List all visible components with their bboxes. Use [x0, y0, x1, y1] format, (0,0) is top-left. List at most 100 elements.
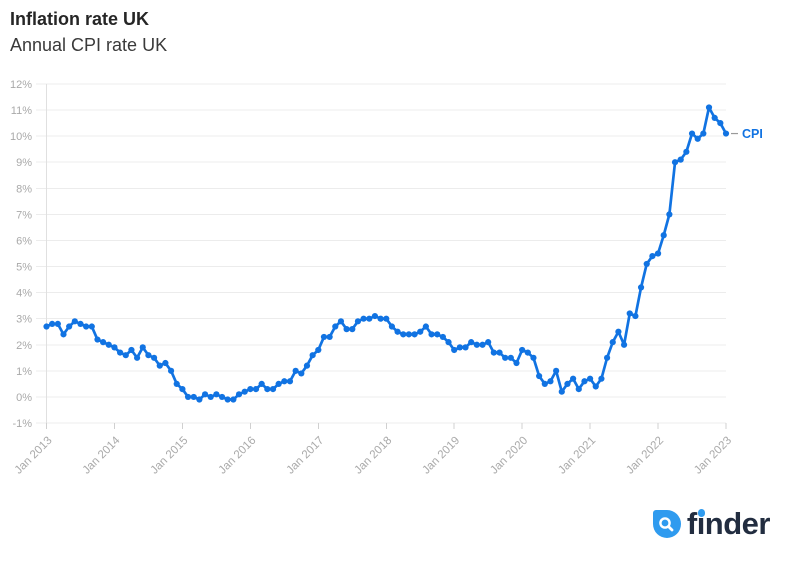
data-point: [547, 378, 554, 385]
data-point: [417, 328, 424, 335]
data-point: [473, 341, 480, 348]
data-point: [371, 312, 379, 320]
data-point: [162, 359, 169, 367]
data-point: [145, 352, 152, 359]
data-point: [405, 331, 412, 338]
data-point: [286, 378, 294, 385]
finder-logo-mark: [652, 510, 681, 538]
data-point: [66, 323, 73, 330]
data-point: [570, 375, 577, 382]
data-point: [620, 341, 628, 348]
y-axis-label: 0%: [16, 392, 32, 404]
y-axis-label: 7%: [16, 209, 32, 221]
data-point: [201, 391, 209, 398]
data-point: [77, 320, 84, 328]
x-axis-label: Jan 2017: [284, 435, 326, 477]
data-point: [247, 386, 254, 393]
data-point: [320, 333, 328, 341]
data-point: [598, 375, 605, 382]
chart-title: Inflation rate UK: [10, 9, 150, 29]
data-point: [626, 310, 633, 317]
data-point: [422, 323, 429, 330]
data-point: [54, 320, 61, 328]
data-point: [666, 211, 673, 218]
x-axis-label: Jan 2014: [81, 434, 123, 476]
x-axis-label: Jan 2020: [488, 435, 530, 477]
cpi-series-label: CPI: [742, 127, 763, 141]
data-point: [349, 326, 356, 333]
x-axis-label: Jan 2022: [624, 435, 666, 477]
y-axis-label: -1%: [12, 418, 32, 430]
data-point: [490, 349, 497, 356]
data-point: [711, 114, 718, 121]
data-point: [479, 341, 486, 348]
data-point: [134, 354, 141, 361]
x-axis-label: Jan 2015: [149, 435, 191, 477]
data-point: [553, 367, 560, 374]
data-point: [688, 130, 696, 137]
x-axis-label: Jan 2018: [352, 435, 394, 477]
data-point: [173, 380, 180, 387]
data-point: [94, 336, 101, 343]
data-point: [671, 159, 679, 166]
data-point: [122, 352, 129, 359]
data-point: [83, 323, 90, 330]
data-point: [400, 331, 407, 338]
data-point: [213, 391, 220, 398]
chart-subtitle: Annual CPI rate UK: [10, 35, 168, 55]
finder-logo[interactable]: finder: [652, 507, 771, 541]
data-point: [377, 315, 384, 322]
data-point: [428, 331, 435, 338]
data-point: [354, 318, 362, 325]
x-axis-label: Jan 2023: [692, 435, 734, 477]
data-point: [700, 130, 707, 137]
data-point: [258, 380, 265, 387]
data-point: [660, 232, 667, 239]
data-point: [298, 370, 305, 377]
data-point: [218, 393, 226, 401]
data-point: [468, 339, 475, 346]
data-point: [439, 333, 446, 341]
data-point: [632, 312, 639, 320]
data-point: [541, 380, 548, 387]
y-axis-label: 11%: [11, 105, 32, 117]
x-axis-label: Jan 2019: [420, 435, 462, 477]
data-point: [366, 315, 373, 322]
data-point: [71, 318, 78, 325]
data-point: [451, 346, 458, 354]
data-point: [462, 344, 469, 351]
data-point: [615, 328, 622, 335]
data-point: [150, 354, 158, 361]
data-point: [603, 354, 611, 361]
data-point: [139, 344, 146, 351]
y-axis-label: 4%: [16, 288, 32, 300]
finder-i-dot: [697, 509, 706, 517]
data-point: [513, 359, 520, 367]
y-axis-label: 9%: [16, 157, 32, 169]
cpi-line-chart: -1% 0% 1% 2% 3% 4% 5% 6% 7% 8% 9% 10% 11% 12% Jan 2013…: [10, 79, 763, 477]
data-point: [530, 354, 537, 361]
data-point: [411, 331, 418, 338]
data-point: [507, 354, 514, 361]
data-point: [111, 344, 118, 351]
data-point: [196, 396, 203, 403]
data-point: [343, 326, 350, 333]
data-point: [694, 135, 701, 142]
x-axis-label: Jan 2021: [556, 435, 598, 477]
data-point: [60, 331, 67, 338]
data-point: [292, 367, 299, 374]
data-point: [49, 320, 56, 328]
x-axis-label: Jan 2013: [13, 435, 55, 477]
data-point: [105, 341, 112, 348]
data-point: [264, 386, 271, 393]
data-point: [394, 328, 401, 335]
data-point: [558, 388, 565, 395]
data-point: [502, 354, 509, 361]
data-point: [303, 362, 311, 369]
data-point: [241, 388, 248, 395]
data-point: [230, 396, 237, 403]
data-point: [564, 380, 571, 387]
data-point: [485, 339, 492, 346]
data-point: [536, 372, 543, 380]
